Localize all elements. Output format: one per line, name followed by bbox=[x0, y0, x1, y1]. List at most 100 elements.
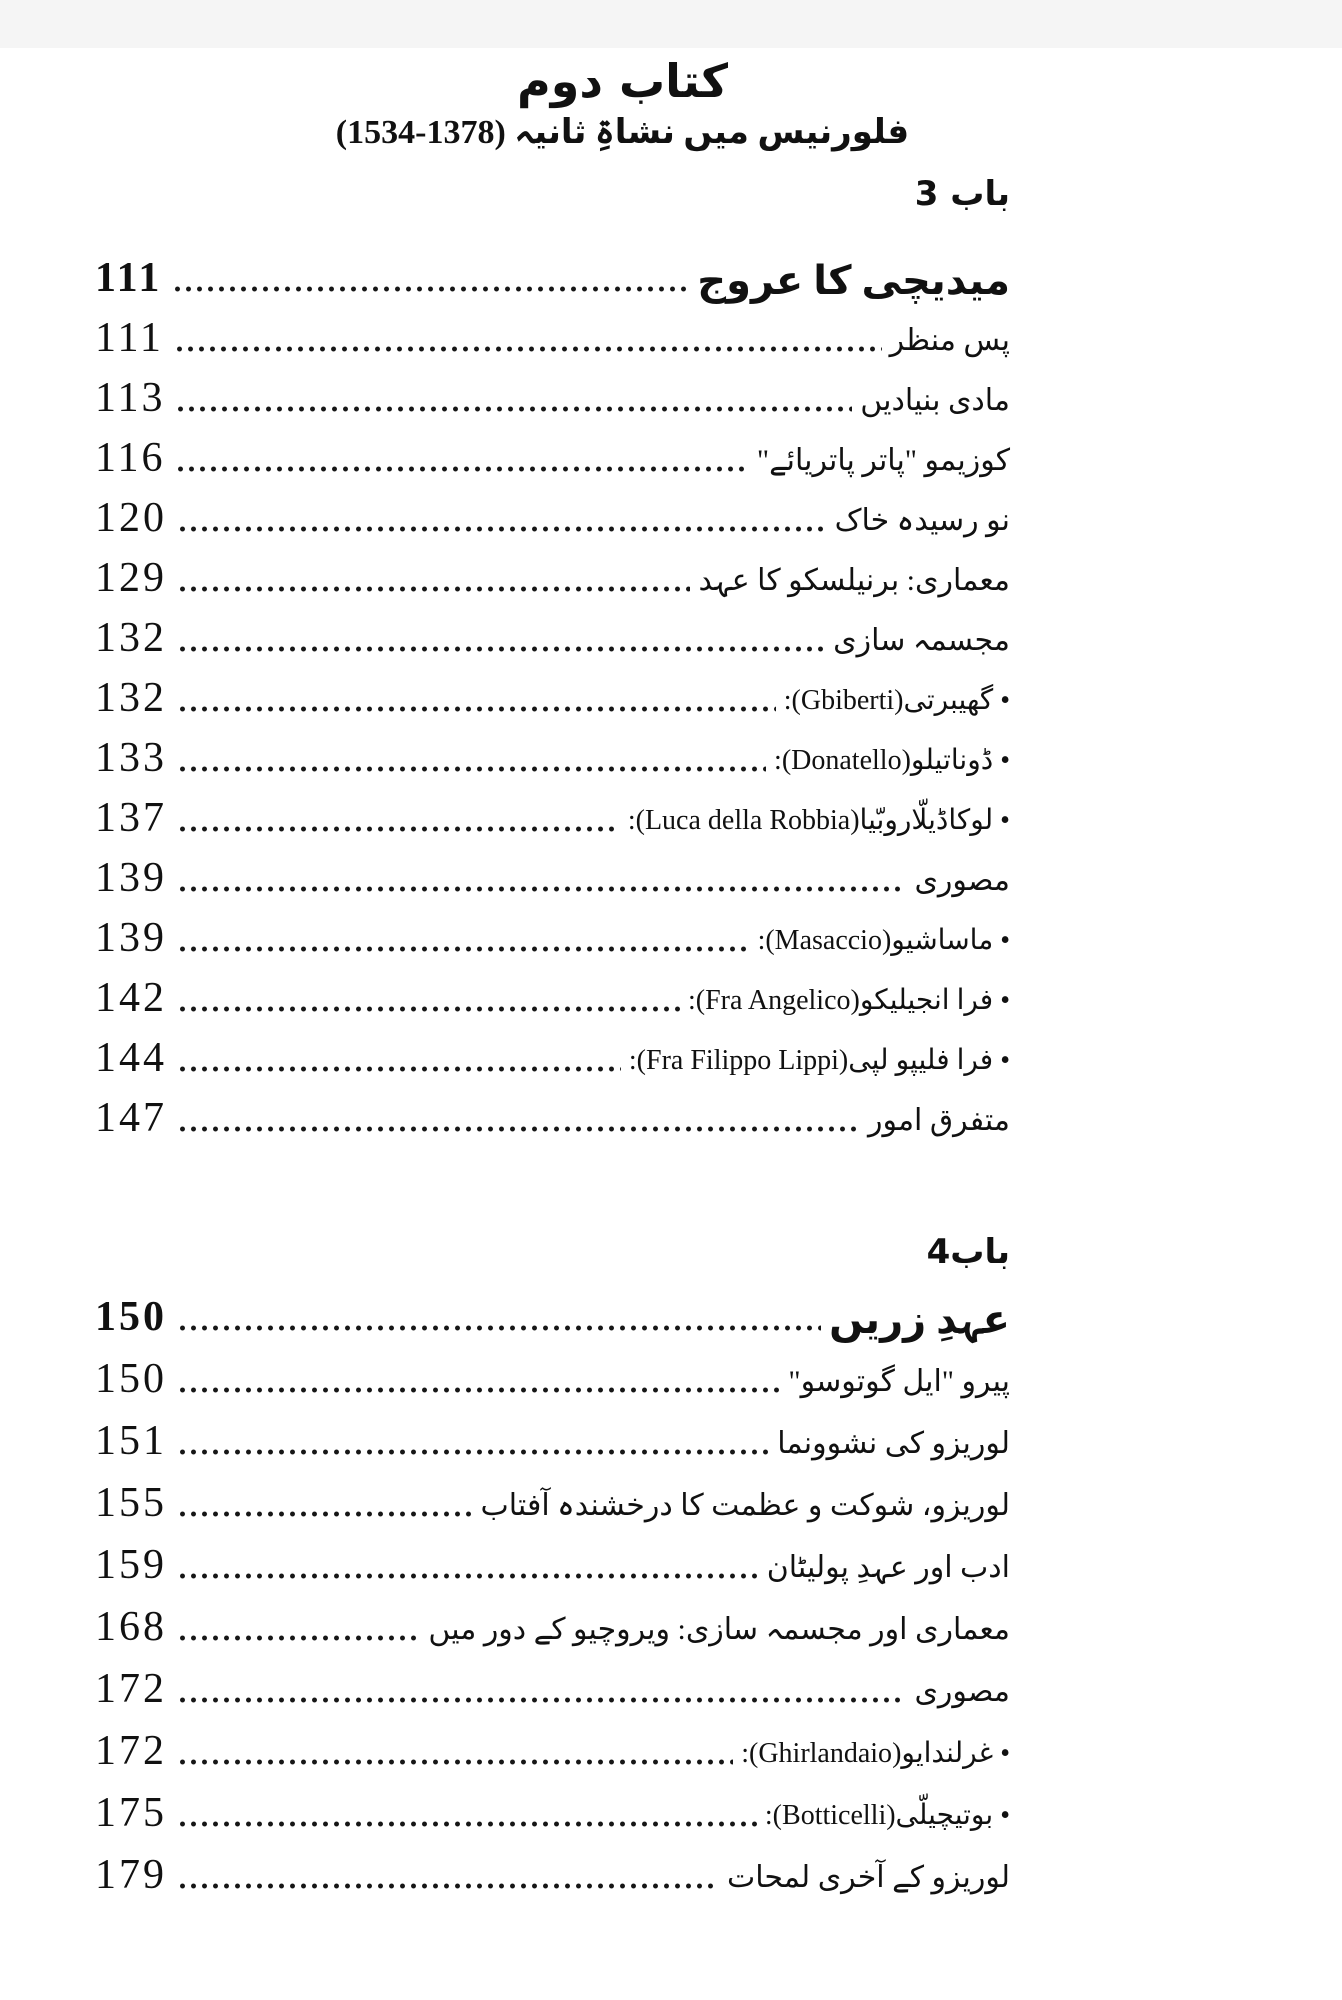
entry-title: نو رسیدہ خاک bbox=[834, 503, 1010, 537]
toc-entry: 129 معماری: برنیلسکو کا عہد bbox=[95, 550, 1010, 610]
entry-title: • غرلندایو(Ghirlandaio): bbox=[741, 1738, 1010, 1769]
dot-leader bbox=[177, 1633, 421, 1643]
page-number: 175 bbox=[95, 1790, 167, 1836]
book-subtitle: فلورنیس میں نشاۃِ ثانیہ (1378-1534) bbox=[335, 114, 910, 151]
table-of-contents: باب 3 111 میدیچی کا عروج 111 پس منظر 113 مادی … bbox=[95, 172, 1010, 1908]
entry-title: پس منظر bbox=[889, 323, 1010, 357]
toc-entry: 113 مادی بنیادیں bbox=[95, 370, 1010, 430]
toc-entry: 151 لوریزو کی نشوونما bbox=[95, 1412, 1010, 1474]
page-number: 129 bbox=[95, 555, 167, 601]
page-number: 142 bbox=[95, 975, 167, 1021]
toc-entry: 120 نو رسیدہ خاک bbox=[95, 490, 1010, 550]
entry-title: • ماساشیو(Masaccio): bbox=[757, 925, 1010, 956]
toc-entry: 159 ادب اور عہدِ پولیٹان bbox=[95, 1536, 1010, 1598]
entry-title: • فرا فلیپو لپی(Fra Filippo Lippi): bbox=[628, 1045, 1010, 1076]
book-header: کتاب دوم فلورنیس میں نشاۃِ ثانیہ (1378-1… bbox=[95, 54, 1150, 158]
entry-title: مصوری bbox=[914, 1674, 1010, 1708]
page-number: 111 bbox=[95, 255, 163, 301]
page-number: 150 bbox=[95, 1294, 167, 1340]
entry-title: • گھیبرتی(Gbiberti): bbox=[783, 685, 1010, 716]
entry-title: معماری اور مجسمہ سازی: ویروچیو کے دور می… bbox=[428, 1612, 1010, 1646]
dot-leader bbox=[177, 524, 827, 534]
page-number: 168 bbox=[95, 1604, 167, 1650]
entry-title: لوریزو کے آخری لمحات bbox=[726, 1860, 1010, 1894]
page-number: 116 bbox=[95, 435, 166, 481]
dot-leader bbox=[177, 1819, 757, 1829]
page-number: 111 bbox=[95, 315, 164, 361]
page-number: 147 bbox=[95, 1095, 167, 1141]
page-number: 150 bbox=[95, 1356, 167, 1402]
dot-leader bbox=[177, 1881, 719, 1891]
page-number: 151 bbox=[95, 1418, 167, 1464]
entry-title: • فرا انجیلیکو(Fra Angelico): bbox=[687, 985, 1010, 1016]
page-number: 132 bbox=[95, 615, 167, 661]
dot-leader bbox=[177, 1695, 907, 1705]
entry-title: معماری: برنیلسکو کا عہد bbox=[698, 563, 1010, 597]
toc-entry: 172 مصوری bbox=[95, 1660, 1010, 1722]
toc-entry: 172 • غرلندایو(Ghirlandaio): bbox=[95, 1722, 1010, 1784]
page-number: 139 bbox=[95, 855, 167, 901]
toc-entry: 155 لوریزو، شوکت و عظمت کا درخشندہ آفتاب bbox=[95, 1474, 1010, 1536]
dot-leader bbox=[177, 704, 776, 714]
page-number: 113 bbox=[95, 375, 166, 421]
dot-leader bbox=[175, 404, 853, 414]
dot-leader bbox=[177, 1124, 860, 1134]
toc-entry: 139 مصوری bbox=[95, 850, 1010, 910]
dot-leader bbox=[177, 1571, 759, 1581]
entry-title: پیرو "ایل گوتوسو" bbox=[788, 1364, 1010, 1398]
book-title: کتاب دوم bbox=[517, 54, 728, 108]
entry-title: مادی بنیادیں bbox=[860, 383, 1010, 417]
page-number: 139 bbox=[95, 915, 167, 961]
dot-leader bbox=[177, 824, 620, 834]
dot-leader bbox=[177, 1064, 621, 1074]
entry-title: کوزیمو "پاتر پاتریائے" bbox=[756, 443, 1010, 477]
toc-entry: 116 کوزیمو "پاتر پاتریائے" bbox=[95, 430, 1010, 490]
chapter-entries: 111 میدیچی کا عروج 111 پس منظر 113 مادی بنیاد… bbox=[95, 250, 1010, 1150]
entry-title: مصوری bbox=[914, 863, 1010, 897]
dot-leader bbox=[177, 1509, 473, 1519]
toc-entry: 139 • ماساشیو(Masaccio): bbox=[95, 910, 1010, 970]
page-number: 133 bbox=[95, 735, 167, 781]
toc-entry: 150 پیرو "ایل گوتوسو" bbox=[95, 1350, 1010, 1412]
dot-leader bbox=[173, 344, 882, 354]
chapter-heading: باب 3 bbox=[914, 174, 1010, 214]
page-number: 132 bbox=[95, 675, 167, 721]
toc-entry: 133 • ڈوناتیلو(Donatello): bbox=[95, 730, 1010, 790]
entry-title: لوریزو، شوکت و عظمت کا درخشندہ آفتاب bbox=[480, 1488, 1010, 1522]
toc-entry: 111 پس منظر bbox=[95, 310, 1010, 370]
entry-title: • لوکاڈیلّاروبّیا(Luca della Robbia): bbox=[627, 805, 1010, 836]
toc-entry: 132 مجسمہ سازی bbox=[95, 610, 1010, 670]
dot-leader bbox=[177, 584, 691, 594]
page-number: 120 bbox=[95, 495, 167, 541]
entry-title: • ڈوناتیلو(Donatello): bbox=[774, 745, 1010, 776]
toc-entry: 137 • لوکاڈیلّاروبّیا(Luca della Robbia): bbox=[95, 790, 1010, 850]
scan-edge-artifact bbox=[0, 0, 1342, 48]
toc-entry: 150 عہدِ زریں bbox=[95, 1288, 1010, 1350]
page-number: 159 bbox=[95, 1542, 167, 1588]
toc-entry: 144 • فرا فلیپو لپی(Fra Filippo Lippi): bbox=[95, 1030, 1010, 1090]
dot-leader bbox=[177, 1757, 734, 1767]
toc-entry: 111 میدیچی کا عروج bbox=[95, 250, 1010, 310]
chapter-heading: باب4 bbox=[926, 1232, 1010, 1272]
dot-leader bbox=[177, 1004, 680, 1014]
dot-leader bbox=[177, 944, 750, 954]
dot-leader bbox=[177, 764, 767, 774]
entry-title: میدیچی کا عروج bbox=[697, 257, 1010, 303]
page-number: 172 bbox=[95, 1666, 167, 1712]
page-number: 137 bbox=[95, 795, 167, 841]
entry-title: • بوتیچیلّی(Botticelli): bbox=[764, 1800, 1010, 1831]
entry-title: متفرق امور bbox=[867, 1103, 1010, 1137]
toc-entry: 175 • بوتیچیلّی(Botticelli): bbox=[95, 1784, 1010, 1846]
entry-title: عہدِ زریں bbox=[829, 1296, 1010, 1342]
toc-entry: 142 • فرا انجیلیکو(Fra Angelico): bbox=[95, 970, 1010, 1030]
page-number: 144 bbox=[95, 1035, 167, 1081]
toc-entry: 147 متفرق امور bbox=[95, 1090, 1010, 1150]
dot-leader bbox=[177, 1447, 770, 1457]
dot-leader bbox=[177, 1385, 781, 1395]
toc-entry: 132 • گھیبرتی(Gbiberti): bbox=[95, 670, 1010, 730]
dot-leader bbox=[172, 284, 690, 294]
page-number: 179 bbox=[95, 1852, 167, 1898]
page-number: 172 bbox=[95, 1728, 167, 1774]
toc-entry: 179 لوریزو کے آخری لمحات bbox=[95, 1846, 1010, 1908]
